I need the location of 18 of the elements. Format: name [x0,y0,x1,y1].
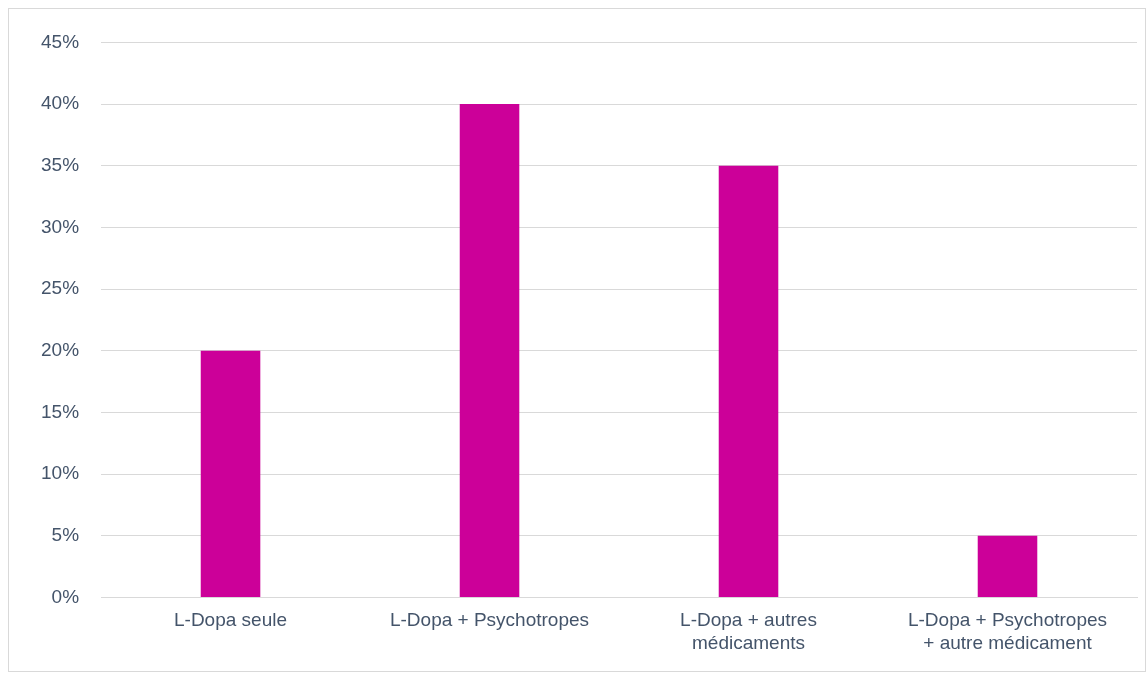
y-tick-label: 25% [41,277,80,299]
x-tick-label: L-Dopa + Psychotropes [389,609,590,631]
y-tick-label: 45% [41,30,80,52]
bar [459,104,520,597]
x-tick-label: L-Dopa + Psychotropes + autre médicament [907,609,1108,653]
bar [200,350,261,597]
x-tick-label: L-Dopa + autres médicaments [680,609,817,653]
y-tick-label: 40% [41,92,80,114]
x-tick-label: L-Dopa seule [174,609,288,631]
y-tick-label: 30% [41,215,80,237]
y-tick-label: 15% [41,400,80,422]
bar [977,535,1038,597]
bar [718,165,779,597]
y-tick-label: 0% [51,585,80,607]
y-tick-label: 20% [41,338,80,360]
y-tick-label: 10% [41,462,80,484]
y-tick-label: 5% [51,523,80,545]
y-tick-label: 35% [41,153,80,175]
